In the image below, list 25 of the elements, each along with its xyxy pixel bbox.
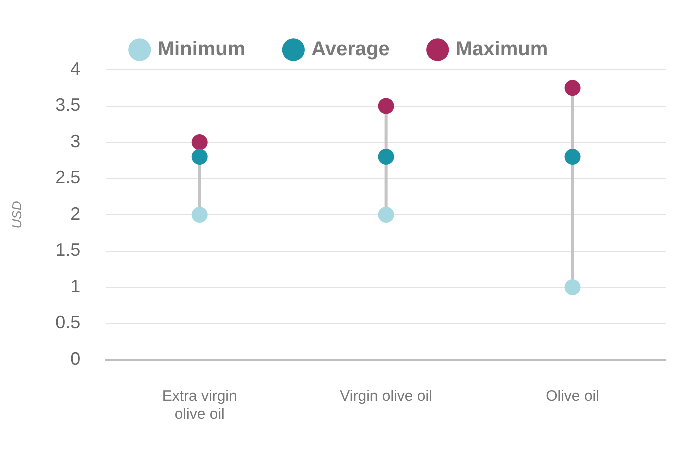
legend-label: Maximum (456, 38, 548, 61)
y-tick-label: 1.5 (56, 240, 81, 260)
y-tick-label: 2.5 (56, 168, 81, 188)
y-tick-label: 4 (70, 58, 81, 79)
y-tick-label: 0 (70, 348, 81, 369)
point (378, 149, 394, 165)
y-tick-label: 3 (70, 131, 81, 152)
legend-label: Minimum (158, 38, 246, 61)
point (564, 80, 581, 96)
point (378, 98, 394, 114)
x-tick-label: Olive oil (546, 388, 600, 406)
point (192, 149, 208, 165)
point (564, 149, 581, 165)
y-axis-title: USD (9, 201, 24, 229)
point (564, 280, 581, 296)
y-tick-label: 3.5 (56, 95, 81, 116)
y-tick-label: 0.5 (56, 312, 81, 333)
legend-label: Average (312, 38, 390, 61)
x-tick-label: Virgin olive oil (340, 388, 432, 406)
x-tick-label: Extra virgin olive oil (162, 388, 238, 424)
point (378, 207, 394, 223)
y-tick-label: 1 (70, 276, 81, 296)
point (192, 207, 208, 223)
point (192, 134, 208, 150)
y-tick-label: 2 (70, 204, 81, 224)
